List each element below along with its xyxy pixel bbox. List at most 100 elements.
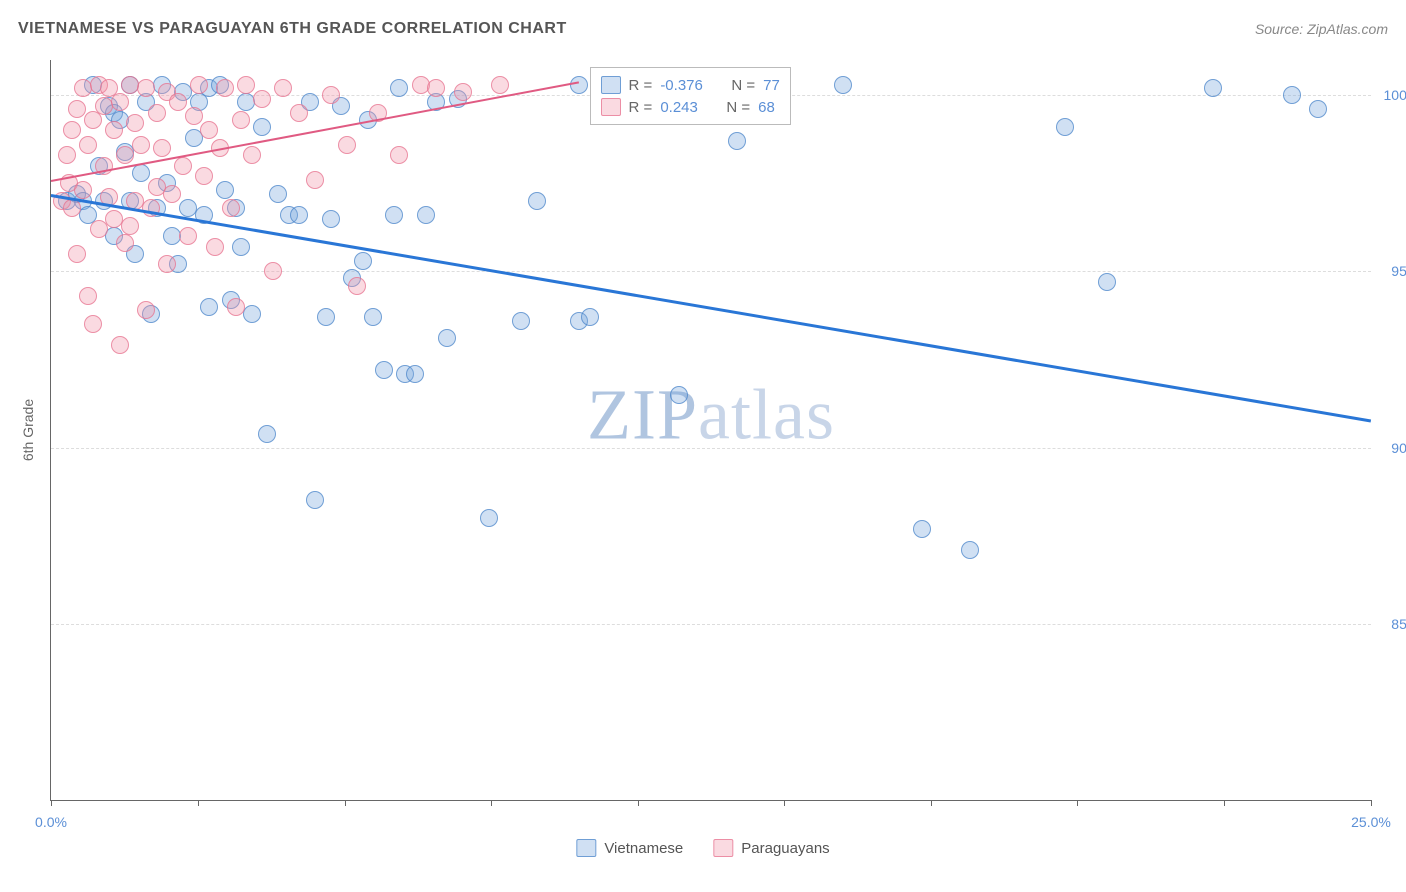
legend-item-vietnamese: Vietnamese: [576, 839, 683, 857]
scatter-point: [185, 107, 203, 125]
xtick: [1371, 800, 1372, 806]
scatter-point: [454, 83, 472, 101]
xtick-label: 0.0%: [35, 814, 67, 830]
stats-row: R = -0.376 N = 77: [601, 74, 780, 96]
scatter-point: [961, 541, 979, 559]
scatter-point: [317, 308, 335, 326]
stats-box: R = -0.376 N = 77R = 0.243 N = 68: [590, 67, 791, 125]
scatter-point: [206, 238, 224, 256]
scatter-point: [79, 136, 97, 154]
scatter-point: [200, 298, 218, 316]
xtick-label: 25.0%: [1351, 814, 1391, 830]
legend-label: Vietnamese: [604, 840, 683, 857]
legend-label: Paraguayans: [741, 840, 829, 857]
scatter-point: [264, 262, 282, 280]
scatter-point: [1309, 100, 1327, 118]
scatter-point: [105, 121, 123, 139]
source-label: Source: ZipAtlas.com: [1255, 21, 1388, 37]
scatter-point: [200, 121, 218, 139]
xtick: [491, 800, 492, 806]
scatter-point: [232, 238, 250, 256]
gridline: [51, 271, 1371, 272]
scatter-point: [375, 361, 393, 379]
bottom-legend: Vietnamese Paraguayans: [576, 839, 829, 857]
scatter-point: [232, 111, 250, 129]
xtick: [51, 800, 52, 806]
ytick-label: 100.0%: [1376, 87, 1406, 103]
scatter-point: [63, 121, 81, 139]
scatter-point: [58, 146, 76, 164]
scatter-point: [153, 139, 171, 157]
stats-row: R = 0.243 N = 68: [601, 96, 780, 118]
watermark: ZIPatlas: [587, 374, 835, 457]
header: VIETNAMESE VS PARAGUAYAN 6TH GRADE CORRE…: [18, 20, 1388, 38]
scatter-point: [158, 255, 176, 273]
xtick: [1077, 800, 1078, 806]
scatter-point: [216, 181, 234, 199]
xtick: [784, 800, 785, 806]
stats-swatch: [601, 76, 621, 94]
scatter-point: [1283, 86, 1301, 104]
scatter-point: [174, 157, 192, 175]
scatter-point: [68, 245, 86, 263]
scatter-point: [1098, 273, 1116, 291]
scatter-point: [306, 491, 324, 509]
scatter-point: [322, 86, 340, 104]
scatter-point: [290, 104, 308, 122]
ytick-label: 85.0%: [1376, 616, 1406, 632]
scatter-point: [216, 79, 234, 97]
scatter-point: [427, 79, 445, 97]
scatter-point: [116, 234, 134, 252]
scatter-point: [406, 365, 424, 383]
scatter-point: [390, 79, 408, 97]
xtick: [345, 800, 346, 806]
scatter-point: [121, 217, 139, 235]
scatter-point: [253, 118, 271, 136]
scatter-point: [137, 79, 155, 97]
scatter-point: [338, 136, 356, 154]
scatter-point: [243, 305, 261, 323]
scatter-point: [1204, 79, 1222, 97]
scatter-point: [390, 146, 408, 164]
scatter-point: [90, 220, 108, 238]
scatter-point: [512, 312, 530, 330]
scatter-point: [581, 308, 599, 326]
scatter-point: [74, 181, 92, 199]
scatter-point: [63, 199, 81, 217]
legend-item-paraguayans: Paraguayans: [713, 839, 829, 857]
scatter-point: [417, 206, 435, 224]
scatter-point: [274, 79, 292, 97]
ytick-label: 95.0%: [1376, 263, 1406, 279]
scatter-point: [528, 192, 546, 210]
scatter-point: [269, 185, 287, 203]
xtick: [931, 800, 932, 806]
scatter-point: [68, 100, 86, 118]
scatter-point: [322, 210, 340, 228]
scatter-point: [1056, 118, 1074, 136]
scatter-point: [354, 252, 372, 270]
xtick: [198, 800, 199, 806]
scatter-point: [132, 136, 150, 154]
scatter-point: [491, 76, 509, 94]
scatter-point: [163, 185, 181, 203]
scatter-point: [728, 132, 746, 150]
gridline: [51, 448, 1371, 449]
scatter-point: [834, 76, 852, 94]
stats-swatch: [601, 98, 621, 116]
scatter-point: [116, 146, 134, 164]
scatter-point: [84, 315, 102, 333]
legend-swatch-pink: [713, 839, 733, 857]
scatter-point: [670, 386, 688, 404]
scatter-point: [137, 301, 155, 319]
scatter-point: [190, 76, 208, 94]
scatter-point: [385, 206, 403, 224]
scatter-point: [306, 171, 324, 189]
gridline: [51, 624, 1371, 625]
scatter-point: [243, 146, 261, 164]
scatter-point: [79, 287, 97, 305]
scatter-point: [169, 93, 187, 111]
scatter-point: [570, 76, 588, 94]
scatter-point: [258, 425, 276, 443]
scatter-point: [179, 227, 197, 245]
scatter-point: [111, 93, 129, 111]
